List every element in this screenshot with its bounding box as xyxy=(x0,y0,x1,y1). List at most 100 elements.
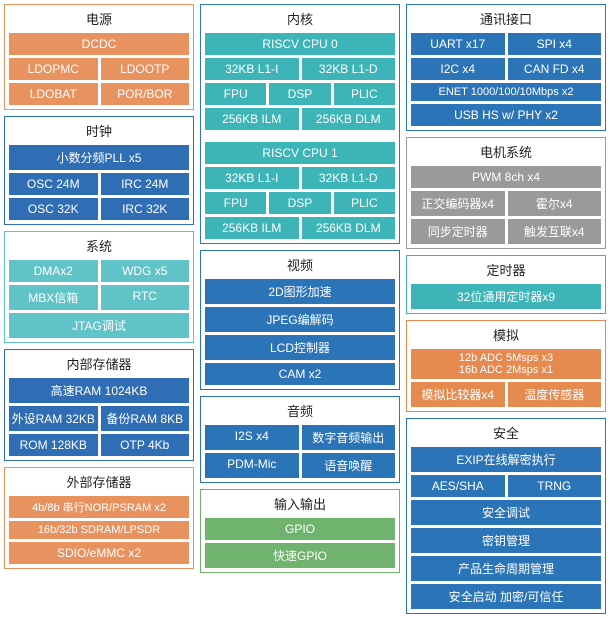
block: 时钟小数分频PLL x5OSC 24MIRC 24MOSC 32KIRC 32K xyxy=(4,116,194,225)
block-row: 256KB ILM256KB DLM xyxy=(205,217,395,239)
block-row: 外设RAM 32KB备份RAM 8KB xyxy=(9,406,189,431)
block-row: 256KB ILM256KB DLM xyxy=(205,108,395,130)
block-row: ENET 1000/100/10Mbps x2 xyxy=(411,83,601,101)
column-3: 通讯接口UART x17SPI x4I2C x4CAN FD x4ENET 10… xyxy=(406,4,606,614)
block-title: 定时器 xyxy=(411,260,601,281)
block-row: 32位通用定时器x9 xyxy=(411,284,601,309)
block-row: DMAx2WDG x5 xyxy=(9,260,189,282)
block-cell: 2D图形加速 xyxy=(205,279,395,304)
block-row: SDIO/eMMC x2 xyxy=(9,542,189,564)
block-cell: PWM 8ch x4 xyxy=(411,166,601,188)
block-row: 安全调试 xyxy=(411,500,601,525)
block-title: 系统 xyxy=(9,236,189,257)
block-row: 快速GPIO xyxy=(205,543,395,568)
block-row: DCDC xyxy=(9,33,189,55)
block-cell: IRC 32K xyxy=(101,198,190,220)
block-cell: 备份RAM 8KB xyxy=(101,406,190,431)
block-cell: 32位通用定时器x9 xyxy=(411,284,601,309)
column-1: 电源 DCDC LDOPMCLDOOTP LDOBATPOR/BOR 时钟小数分频PLL… xyxy=(4,4,194,614)
block-cell: 产品生命周期管理 xyxy=(411,556,601,581)
block-cell: RISCV CPU 1 xyxy=(205,142,395,164)
block-row: 安全启动 加密/可信任 xyxy=(411,584,601,609)
block-row: 2D图形加速 xyxy=(205,279,395,304)
block-row: JPEG编解码 xyxy=(205,307,395,332)
block: 视频 2D图形加速 JPEG编解码 LCD控制器 CAM x2 xyxy=(200,250,400,390)
block: 音频I2S x4数字音频输出PDM-Mic语音唤醒 xyxy=(200,396,400,483)
block-cell: ENET 1000/100/10Mbps x2 xyxy=(411,83,601,101)
block-cell: 安全调试 xyxy=(411,500,601,525)
block-row: 12b ADC 5Msps x316b ADC 2Msps x1 xyxy=(411,349,601,379)
block-title: 内核 xyxy=(205,9,395,30)
block-cell: OTP 4Kb xyxy=(101,434,190,456)
block-row: EXIP在线解密执行 xyxy=(411,447,601,472)
block-cell: 快速GPIO xyxy=(205,543,395,568)
block-cell: RTC xyxy=(101,285,190,310)
block-cell: 32KB L1-I xyxy=(205,167,299,189)
block-title: 模拟 xyxy=(411,325,601,346)
block-cell: JTAG调试 xyxy=(9,313,189,338)
block-cell: UART x17 xyxy=(411,33,505,55)
block-row: RISCV CPU 1 xyxy=(205,142,395,164)
column-2: 内核RISCV CPU 032KB L1-I32KB L1-DFPUDSPPLI… xyxy=(200,4,400,614)
block-cell: LDOPMC xyxy=(9,58,98,80)
block-title: 通讯接口 xyxy=(411,9,601,30)
block: 电机系统PWM 8ch x4正交编码器x4霍尔x4同步定时器触发互联x4 xyxy=(406,137,606,249)
block-title: 输入输出 xyxy=(205,494,395,515)
block-cell: OSC 32K xyxy=(9,198,98,220)
block-cell: I2C x4 xyxy=(411,58,505,80)
block-cell: OSC 24M xyxy=(9,173,98,195)
block-row: 小数分频PLL x5 xyxy=(9,145,189,170)
chip-block-diagram: 电源 DCDC LDOPMCLDOOTP LDOBATPOR/BOR 时钟小数分频PLL… xyxy=(4,4,609,614)
block-cell: 256KB DLM xyxy=(302,217,396,239)
block-cell: RISCV CPU 0 xyxy=(205,33,395,55)
block-row: 产品生命周期管理 xyxy=(411,556,601,581)
block-title: 视频 xyxy=(205,255,395,276)
block-row: I2S x4数字音频输出 xyxy=(205,425,395,450)
block-row: 32KB L1-I32KB L1-D xyxy=(205,58,395,80)
block-row: PDM-Mic语音唤醒 xyxy=(205,453,395,478)
block-row: 模拟比较器x4温度传感器 xyxy=(411,382,601,407)
block-cell: SDIO/eMMC x2 xyxy=(9,542,189,564)
block-cell: IRC 24M xyxy=(101,173,190,195)
block-row: LDOBATPOR/BOR xyxy=(9,83,189,105)
block-cell: CAM x2 xyxy=(205,363,395,385)
block-cell: 高速RAM 1024KB xyxy=(9,378,189,403)
block-title: 电源 xyxy=(9,9,189,30)
block-row: 正交编码器x4霍尔x4 xyxy=(411,191,601,216)
block-cell: DSP xyxy=(269,192,330,214)
block-cell: 模拟比较器x4 xyxy=(411,382,505,407)
block-cell: GPIO xyxy=(205,518,395,540)
block-cell: 小数分频PLL x5 xyxy=(9,145,189,170)
block-cell: 4b/8b 串行NOR/PSRAM x2 xyxy=(9,496,189,518)
block-cell: JPEG编解码 xyxy=(205,307,395,332)
block-cell: LCD控制器 xyxy=(205,335,395,360)
block-cell: LDOBAT xyxy=(9,83,98,105)
block-cell: CAN FD x4 xyxy=(508,58,602,80)
block-cell: PDM-Mic xyxy=(205,453,299,478)
block-row: OSC 32KIRC 32K xyxy=(9,198,189,220)
block: 内部存储器高速RAM 1024KB外设RAM 32KB备份RAM 8KBROM … xyxy=(4,349,194,461)
block: 通讯接口UART x17SPI x4I2C x4CAN FD x4ENET 10… xyxy=(406,4,606,131)
block-cell: 密钥管理 xyxy=(411,528,601,553)
block-cell: TRNG xyxy=(508,475,602,497)
block-title: 时钟 xyxy=(9,121,189,142)
block-row: LDOPMCLDOOTP xyxy=(9,58,189,80)
block: 电源 DCDC LDOPMCLDOOTP LDOBATPOR/BOR xyxy=(4,4,194,110)
block-cell: 16b/32b SDRAM/LPSDR xyxy=(9,521,189,539)
block-row: 密钥管理 xyxy=(411,528,601,553)
block-cell: 数字音频输出 xyxy=(302,425,396,450)
block-cell: PLIC xyxy=(334,192,395,214)
block-cell: 32KB L1-D xyxy=(302,167,396,189)
block-cell: 外设RAM 32KB xyxy=(9,406,98,431)
block-cell: 温度传感器 xyxy=(508,382,602,407)
block-cell: LDOOTP xyxy=(101,58,190,80)
block-row: RISCV CPU 0 xyxy=(205,33,395,55)
block-row: 32KB L1-I32KB L1-D xyxy=(205,167,395,189)
block-cell: 触发互联x4 xyxy=(508,219,602,244)
block-cell: 12b ADC 5Msps x316b ADC 2Msps x1 xyxy=(411,349,601,379)
block-cell: USB HS w/ PHY x2 xyxy=(411,104,601,126)
block-row: FPUDSPPLIC xyxy=(205,83,395,105)
block-cell: 32KB L1-I xyxy=(205,58,299,80)
block-cell: DCDC xyxy=(9,33,189,55)
block-row: PWM 8ch x4 xyxy=(411,166,601,188)
